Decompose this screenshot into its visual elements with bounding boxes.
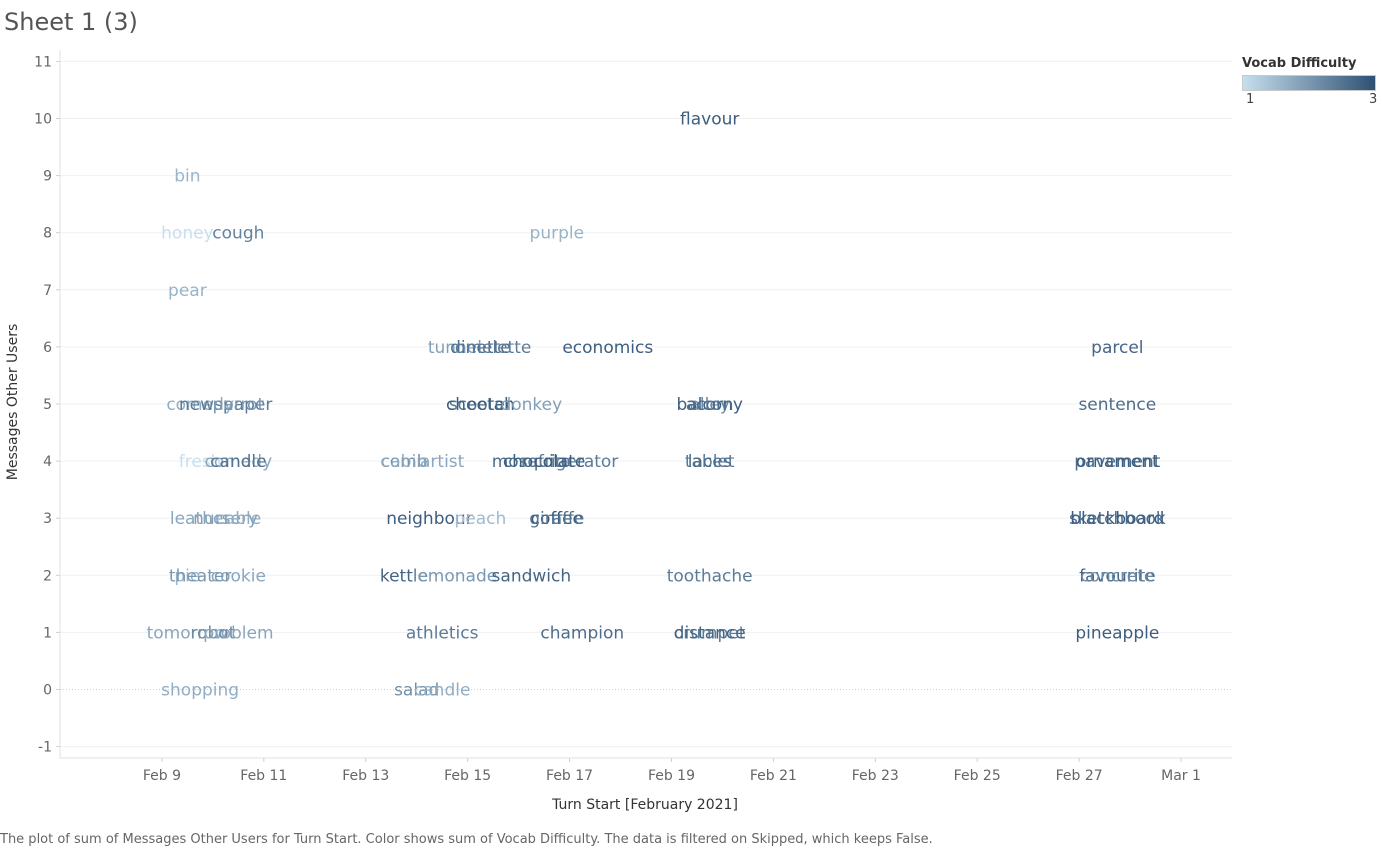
- legend-gradient-bar: [1242, 75, 1376, 91]
- word-mark[interactable]: giraffe: [529, 509, 584, 529]
- y-tick-label: 2: [43, 568, 52, 584]
- y-axis-title: Messages Other Users: [5, 324, 21, 481]
- word-mark[interactable]: parrot: [213, 395, 265, 415]
- axes: -1 0 1 2 3 4 5 6 7 8 9 10 11 Feb 9 Feb 11 Feb 13 Feb 15 F…: [34, 50, 1232, 784]
- y-tick-label: 11: [34, 54, 52, 70]
- x-axis-title: Turn Start [February 2021]: [551, 797, 738, 813]
- word-mark[interactable]: champion: [540, 623, 624, 643]
- word-mark[interactable]: purple: [530, 224, 585, 244]
- legend-title: Vocab Difficulty: [1242, 56, 1378, 71]
- word-mark[interactable]: flavour: [680, 110, 739, 130]
- y-tick-label: 0: [43, 682, 52, 698]
- x-tick-label: Feb 15: [444, 768, 491, 784]
- word-mark[interactable]: artist: [420, 452, 465, 472]
- word-mark[interactable]: omelette: [455, 338, 531, 358]
- word-mark[interactable]: toothache: [667, 566, 753, 586]
- word-mark[interactable]: candle: [210, 452, 267, 472]
- y-tick-label: 5: [43, 397, 52, 413]
- color-legend: Vocab Difficulty 1 3: [1242, 56, 1378, 107]
- word-mark[interactable]: sandwich: [492, 566, 572, 586]
- word-mark[interactable]: laces: [688, 452, 732, 472]
- x-tick-label: Feb 25: [954, 768, 1001, 784]
- y-tick-label: 7: [43, 283, 52, 299]
- word-mark[interactable]: lemonade: [413, 566, 498, 586]
- word-mark[interactable]: athletics: [406, 623, 479, 643]
- y-tick-label: 8: [43, 226, 52, 242]
- y-tick-label: 1: [43, 625, 52, 641]
- word-mark[interactable]: pear: [168, 281, 207, 301]
- word-mark[interactable]: parcel: [1091, 338, 1143, 358]
- word-mark[interactable]: blackboard: [1070, 509, 1164, 529]
- word-mark[interactable]: candle: [414, 680, 471, 700]
- x-tick-label: Feb 23: [852, 768, 899, 784]
- legend-min-label: 1: [1246, 92, 1254, 107]
- word-mark[interactable]: bin: [174, 167, 200, 187]
- x-tick-label: Feb 21: [750, 768, 797, 784]
- word-mark[interactable]: problem: [203, 623, 273, 643]
- word-mark[interactable]: sentence: [1078, 395, 1156, 415]
- x-tick-label: Mar 1: [1161, 768, 1201, 784]
- word-mark[interactable]: distance: [674, 623, 746, 643]
- legend-max-label: 3: [1369, 92, 1377, 107]
- x-tick-label: Feb 19: [648, 768, 695, 784]
- chart-caption: The plot of sum of Messages Other Users …: [0, 832, 933, 847]
- word-mark[interactable]: pineapple: [1075, 623, 1159, 643]
- word-mark[interactable]: theater: [169, 566, 231, 586]
- x-tick-label: Feb 9: [143, 768, 181, 784]
- word-mark[interactable]: shopping: [161, 680, 239, 700]
- y-tick-label: 3: [43, 511, 52, 527]
- word-mark[interactable]: cough: [212, 224, 264, 244]
- word-mark[interactable]: concrete: [1080, 566, 1154, 586]
- word-mark[interactable]: peach: [454, 509, 506, 529]
- word-mark[interactable]: chocolate: [503, 452, 586, 472]
- y-tick-label: 6: [43, 340, 52, 356]
- y-tick-label: 9: [43, 169, 52, 185]
- y-tick-label: 10: [34, 112, 52, 128]
- word-mark[interactable]: economics: [562, 338, 653, 358]
- y-tick-label: 4: [43, 454, 52, 470]
- word-mark[interactable]: donkey: [500, 395, 562, 415]
- x-tick-label: Feb 17: [546, 768, 593, 784]
- word-mark[interactable]: cable: [215, 509, 261, 529]
- chart-area: -1 0 1 2 3 4 5 6 7 8 9 10 11 Feb 9 Feb 11 Feb 13 Feb 15 F…: [0, 0, 1382, 820]
- x-tick-label: Feb 13: [342, 768, 389, 784]
- word-mark[interactable]: honey: [161, 224, 213, 244]
- y-tick-label: -1: [38, 740, 52, 756]
- word-mark[interactable]: ornament: [1076, 452, 1159, 472]
- x-tick-label: Feb 27: [1056, 768, 1103, 784]
- word-mark[interactable]: acorn: [686, 395, 734, 415]
- x-tick-label: Feb 11: [240, 768, 287, 784]
